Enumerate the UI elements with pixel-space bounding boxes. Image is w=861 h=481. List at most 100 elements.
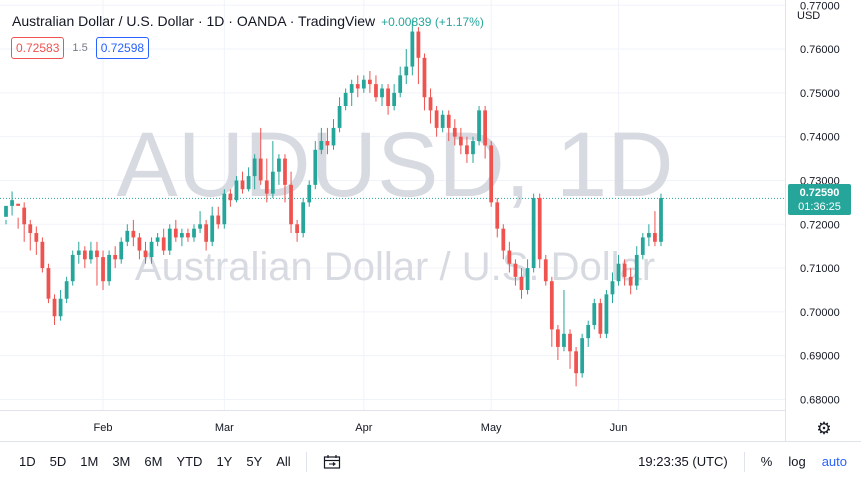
- range-1m-button[interactable]: 1M: [80, 454, 99, 469]
- candle-body: [240, 180, 245, 190]
- currency-label[interactable]: USD: [797, 10, 821, 22]
- candlestick-chart[interactable]: AUDUSD, 1D Australian Dollar / U.S. Dolla…: [0, 0, 785, 441]
- candle-body: [89, 250, 93, 260]
- candle-body: [22, 207, 27, 225]
- candle-body: [543, 259, 548, 282]
- candle-body: [277, 158, 281, 172]
- bar-countdown: 01:36:25: [798, 200, 841, 213]
- candle-body: [422, 57, 427, 98]
- range-1d-button[interactable]: 1D: [19, 454, 36, 469]
- candle-body: [283, 158, 287, 185]
- candle-body: [507, 250, 512, 264]
- candle-body: [574, 351, 578, 374]
- candle-body: [113, 254, 118, 260]
- candle-body: [392, 92, 397, 107]
- candle-body: [374, 84, 378, 98]
- price-axis: 0.680000.690000.700000.710000.720000.730…: [800, 0, 840, 406]
- symbol-title: Australian Dollar / U.S. Dollar · 1D · O…: [12, 13, 376, 29]
- candle-body: [40, 241, 45, 269]
- price-tick-label: 0.70000: [800, 307, 840, 319]
- candle-body: [355, 84, 360, 89]
- buy-price: 0.72598: [100, 41, 145, 55]
- candle-body: [537, 197, 542, 260]
- candle-body: [295, 224, 299, 234]
- log-scale-button[interactable]: log: [788, 454, 806, 469]
- spread-value: 1.5: [72, 42, 88, 54]
- candle-body: [307, 184, 312, 203]
- sell-button[interactable]: 0.72583: [11, 37, 65, 59]
- auto-scale-button[interactable]: auto: [821, 454, 847, 469]
- candle-body: [216, 215, 221, 225]
- candle-body: [258, 158, 263, 181]
- last-price-tag: 0.72590 01:36:25: [788, 184, 851, 216]
- time-axis[interactable]: Feb Mar Apr May Jun: [0, 410, 785, 441]
- candle-body: [434, 110, 439, 128]
- price-tick-label: 0.69000: [800, 351, 840, 363]
- candle-body: [549, 281, 554, 330]
- buy-button[interactable]: 0.72598: [95, 37, 150, 59]
- candle-body: [131, 230, 136, 238]
- candle-body: [331, 127, 336, 146]
- watermark-description: Australian Dollar / U.S. Dollar: [135, 245, 655, 289]
- candle-body: [137, 237, 142, 251]
- price-tick-label: 0.68000: [800, 394, 840, 406]
- range-1y-button[interactable]: 1Y: [216, 454, 233, 469]
- range-5y-button[interactable]: 5Y: [246, 454, 263, 469]
- settings-gear-icon[interactable]: ⚙: [816, 419, 832, 438]
- candle-body: [380, 88, 384, 98]
- candle-body: [101, 257, 105, 282]
- candle-body: [592, 303, 597, 326]
- candle-body: [301, 202, 306, 234]
- candle-body: [513, 263, 518, 277]
- date-range-icon[interactable]: [323, 454, 341, 470]
- candle-body: [598, 303, 603, 334]
- range-all-button[interactable]: All: [276, 454, 291, 469]
- candle-body: [82, 250, 87, 260]
- range-3m-button[interactable]: 3M: [112, 454, 131, 469]
- candle-body: [562, 333, 566, 347]
- range-6m-button[interactable]: 6M: [144, 454, 163, 469]
- time-tick-label: May: [481, 422, 502, 434]
- percent-scale-button[interactable]: %: [760, 454, 773, 469]
- candle-body: [471, 141, 475, 155]
- candle-body: [483, 110, 488, 146]
- price-tick-label: 0.76000: [800, 44, 840, 56]
- candle-body: [155, 237, 160, 242]
- chart-pane[interactable]: AUDUSD, 1D Australian Dollar / U.S. Dolla…: [0, 0, 785, 441]
- candle-body: [337, 106, 342, 128]
- candle-body: [16, 203, 21, 206]
- candle-body: [192, 228, 196, 238]
- order-panel: 0.72583 1.5 0.72598: [11, 37, 150, 59]
- candle-body: [4, 205, 8, 217]
- candle-body: [186, 233, 190, 238]
- toolbar-divider: [305, 451, 307, 472]
- candle-body: [264, 180, 269, 194]
- candle-body: [634, 254, 639, 286]
- price-scale[interactable]: 0.68000 0.69000 0.70000 0.71000 0.72000 0.730…: [785, 0, 861, 441]
- candle-body: [568, 333, 572, 352]
- candle-body: [119, 241, 124, 260]
- utc-clock[interactable]: 19:23:35 (UTC): [638, 454, 728, 469]
- candle-body: [64, 281, 69, 299]
- candle-body: [368, 79, 372, 85]
- candle-body: [252, 158, 257, 177]
- candle-body: [416, 31, 421, 58]
- candle-body: [477, 110, 481, 142]
- candle-body: [640, 237, 645, 255]
- toolbar-divider: [743, 451, 745, 472]
- candle-body: [410, 31, 415, 67]
- sell-price: 0.72583: [16, 41, 60, 55]
- range-ytd-button[interactable]: YTD: [176, 454, 203, 469]
- time-tick-label: Jun: [610, 422, 628, 434]
- time-tick-label: Feb: [94, 422, 113, 434]
- candle-body: [580, 338, 585, 374]
- candle-body: [501, 228, 506, 251]
- candle-body: [622, 263, 627, 277]
- candle-body: [10, 200, 14, 206]
- candle-body: [173, 228, 178, 238]
- candle-body: [452, 127, 457, 137]
- candle-body: [519, 276, 524, 290]
- candle-body: [210, 215, 215, 242]
- range-5d-button[interactable]: 5D: [49, 454, 67, 469]
- candle-body: [610, 281, 615, 295]
